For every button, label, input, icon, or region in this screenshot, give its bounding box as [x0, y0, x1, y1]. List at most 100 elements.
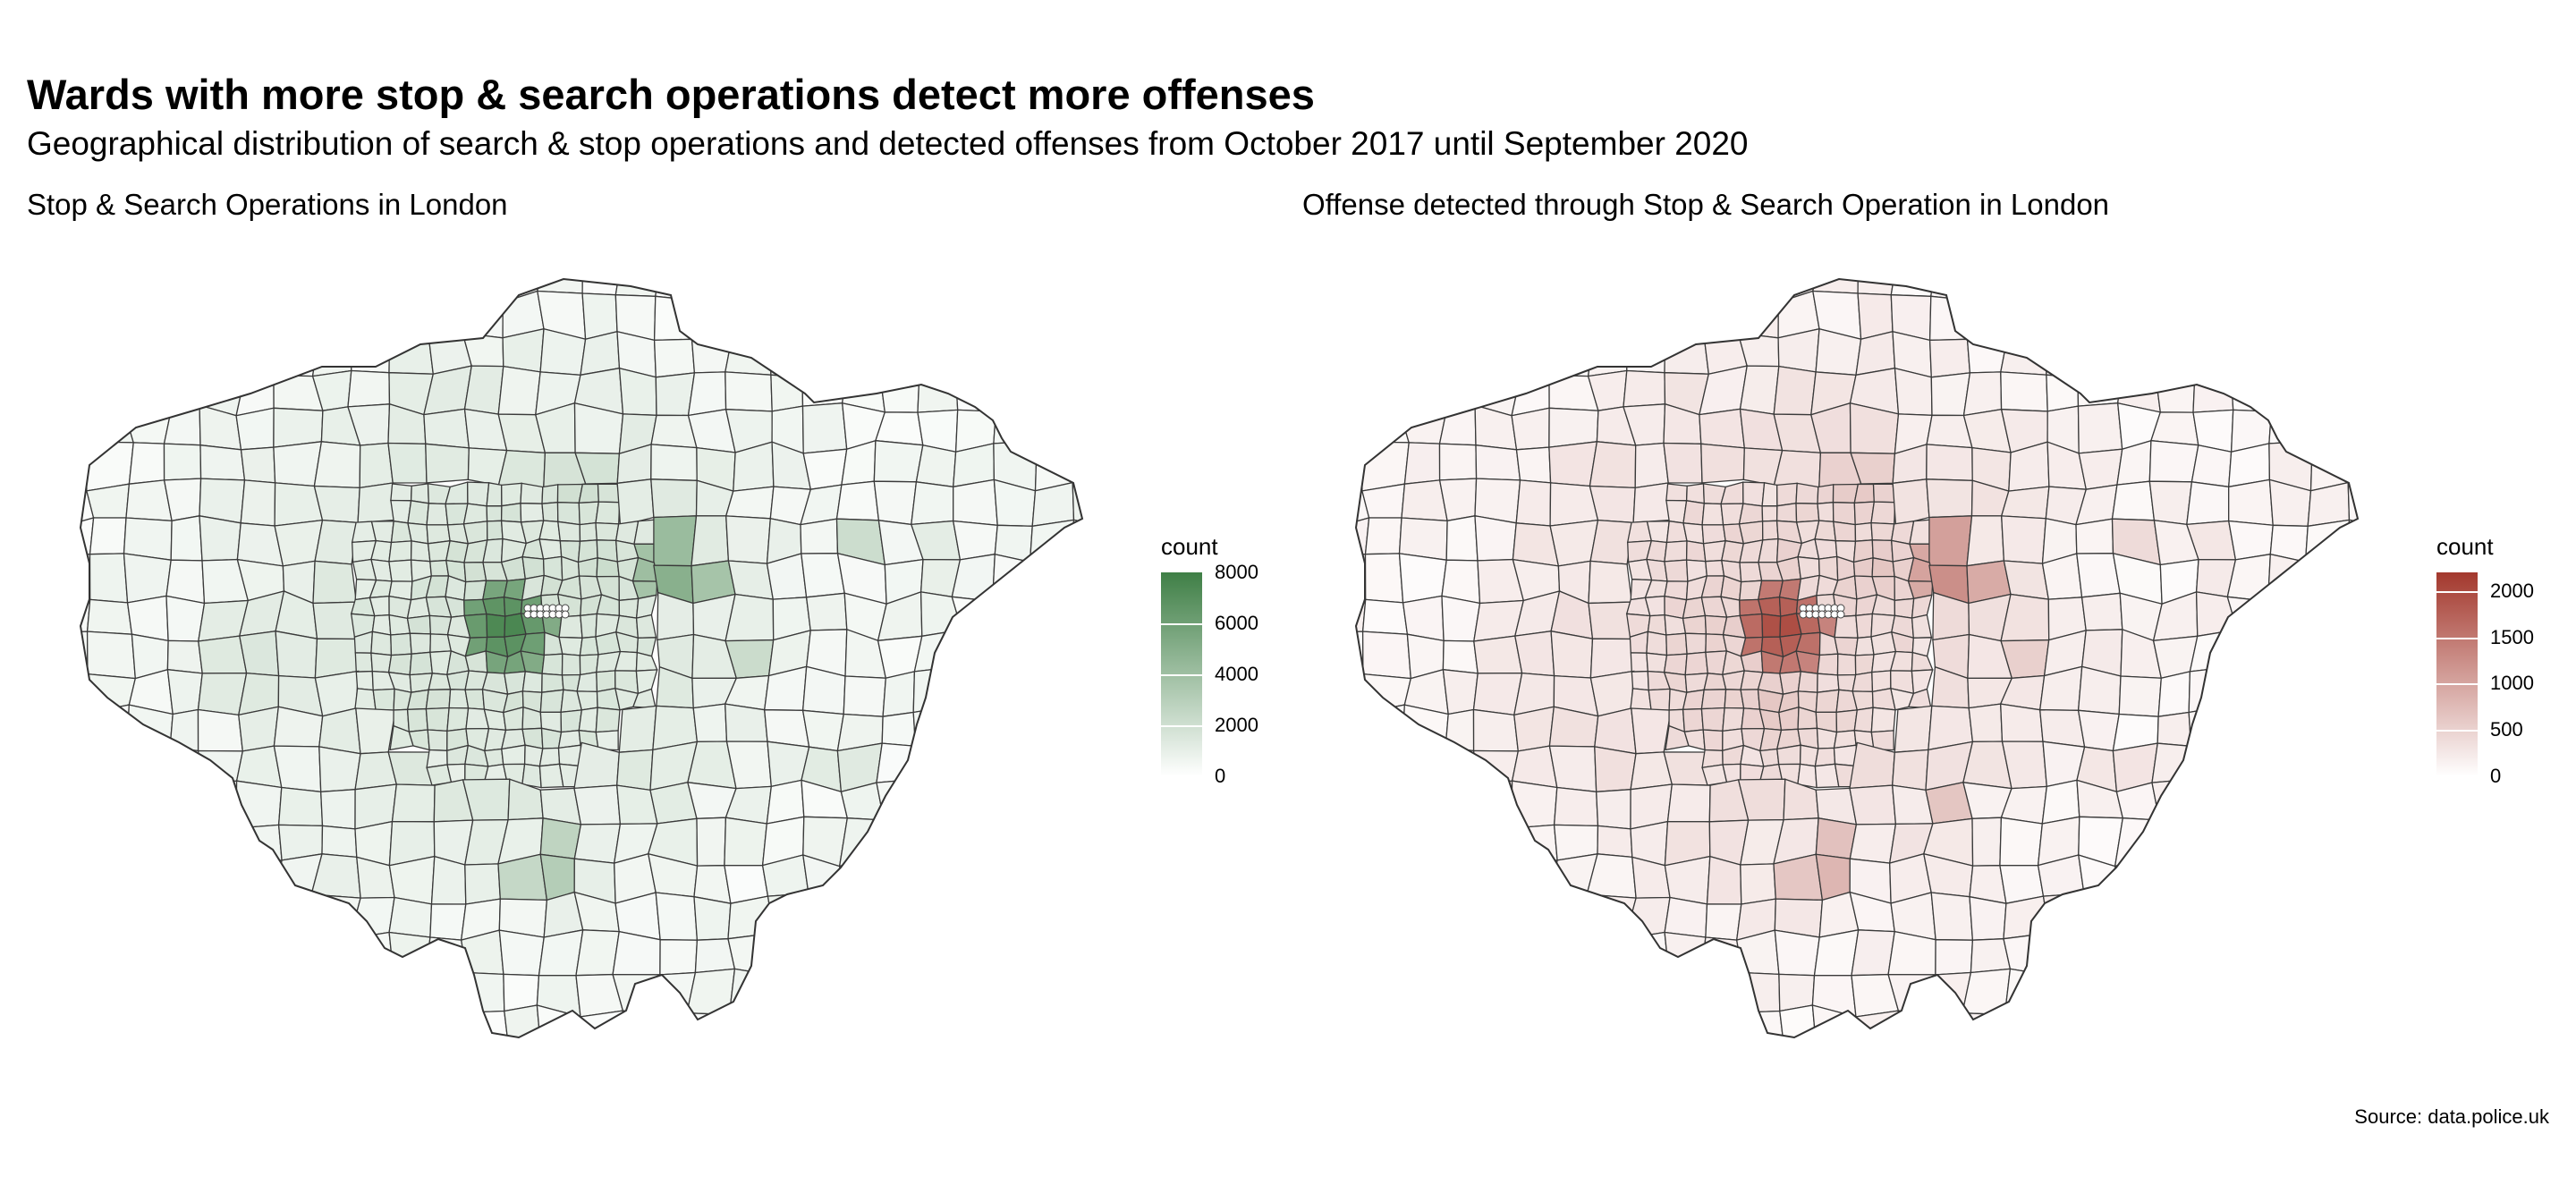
ward-polygon	[951, 596, 996, 639]
ward-polygon	[1440, 1045, 1479, 1089]
ward-polygon	[1475, 444, 1521, 481]
ward-polygon	[484, 748, 504, 767]
ward-polygon	[1585, 279, 1631, 297]
ward-polygon	[2157, 671, 2191, 717]
ward-polygon	[2336, 966, 2358, 1013]
ward-polygon	[2308, 966, 2342, 1010]
ward-polygon	[1361, 404, 1411, 444]
ward-polygon	[2080, 1045, 2122, 1089]
ward-polygon	[686, 968, 736, 1016]
ward-polygon	[1515, 895, 1553, 943]
ward-polygon	[1664, 540, 1688, 563]
ward-polygon	[839, 1003, 883, 1037]
ward-polygon	[2303, 373, 2343, 411]
ward-polygon	[2225, 741, 2271, 791]
ward-polygon	[2228, 966, 2274, 1012]
ward-polygon	[917, 369, 959, 413]
ward-polygon	[1443, 940, 1481, 977]
ward-polygon	[2190, 973, 2235, 1012]
ward-polygon	[1935, 939, 1974, 976]
ward-polygon	[556, 483, 584, 504]
ward-polygon	[1061, 373, 1082, 417]
ward-polygon	[1061, 409, 1082, 447]
ward-polygon	[84, 334, 136, 377]
ward-polygon	[616, 1010, 662, 1037]
ward-polygon	[2228, 478, 2274, 527]
ward-polygon	[1477, 296, 1524, 340]
ward-polygon	[541, 653, 564, 676]
ward-polygon	[725, 1009, 771, 1037]
ward-polygon	[410, 483, 429, 504]
ward-polygon	[1063, 816, 1082, 862]
ward-polygon	[1646, 631, 1668, 656]
ward-polygon	[1069, 709, 1082, 750]
ward-polygon	[521, 671, 543, 693]
ward-polygon	[390, 483, 412, 502]
ward-polygon	[1661, 971, 1707, 1018]
ward-polygon	[1661, 1016, 1707, 1037]
ward-polygon	[2003, 895, 2050, 940]
ward-polygon	[838, 279, 877, 303]
ward-polygon	[80, 784, 98, 827]
ward-polygon	[1442, 783, 1487, 828]
ward-polygon	[463, 365, 504, 415]
ward-polygon	[2000, 703, 2044, 742]
ward-polygon	[691, 515, 730, 567]
ward-polygon	[1551, 893, 1599, 943]
ward-polygon	[912, 666, 953, 714]
ward-polygon	[1356, 784, 1374, 827]
ward-polygon	[1068, 553, 1082, 603]
ward-polygon	[2346, 519, 2358, 556]
ward-polygon	[841, 333, 884, 372]
ward-polygon	[653, 515, 698, 567]
ward-polygon	[1870, 501, 1896, 525]
ward-polygon	[80, 666, 89, 715]
ward-polygon	[2045, 331, 2080, 378]
ward-polygon	[275, 630, 318, 679]
ward-polygon	[653, 338, 696, 378]
ward-polygon	[240, 479, 276, 527]
ward-polygon	[1024, 590, 1075, 631]
ward-polygon	[1849, 784, 1897, 825]
ward-polygon	[388, 559, 413, 582]
ward-polygon	[1356, 666, 1364, 715]
ward-polygon	[915, 891, 959, 939]
ward-polygon	[2261, 707, 2308, 747]
ward-polygon	[2187, 279, 2230, 304]
ward-polygon	[1699, 1012, 1745, 1037]
ward-polygons	[1356, 279, 2358, 1089]
ward-polygon	[168, 337, 208, 375]
ward-polygon	[2076, 968, 2121, 1015]
ward-polygon	[1833, 521, 1857, 542]
ward-polygon	[1478, 819, 1513, 867]
ward-polygon	[1029, 553, 1072, 599]
ward-polygon	[557, 521, 581, 542]
ward-polygon	[1356, 971, 1372, 1016]
ward-polygon	[235, 780, 283, 829]
ward-polygon	[538, 747, 561, 767]
ward-polygon	[1025, 672, 1073, 711]
right-map-title: Offense detected through Stop & Search O…	[1302, 188, 2110, 221]
ward-polygon	[1761, 613, 1782, 639]
ward-polygon	[573, 784, 622, 825]
ward-polygon	[1061, 932, 1082, 976]
ward-polygon	[278, 1044, 319, 1090]
ward-polygon	[424, 1012, 470, 1037]
ward-polygon	[915, 935, 960, 978]
ward-polygon	[425, 689, 452, 710]
ward-polygon	[1739, 365, 1780, 415]
ward-polygon	[1438, 443, 1478, 481]
ward-polygon	[2301, 707, 2349, 750]
ward-polygon	[1402, 1042, 1444, 1088]
ward-polygon	[614, 279, 662, 297]
ward-polygon	[1024, 1043, 1066, 1085]
ward-polygon	[1702, 729, 1724, 751]
ward-polygon	[986, 669, 1036, 717]
right-legend-title: count	[2436, 533, 2494, 560]
ward-polygon	[1514, 630, 1555, 677]
ward-polygon	[1477, 333, 1521, 377]
ward-polygon	[805, 592, 848, 631]
ward-polygon	[953, 298, 999, 330]
ward-polygon	[320, 789, 356, 830]
ward-polygon	[1834, 614, 1859, 639]
